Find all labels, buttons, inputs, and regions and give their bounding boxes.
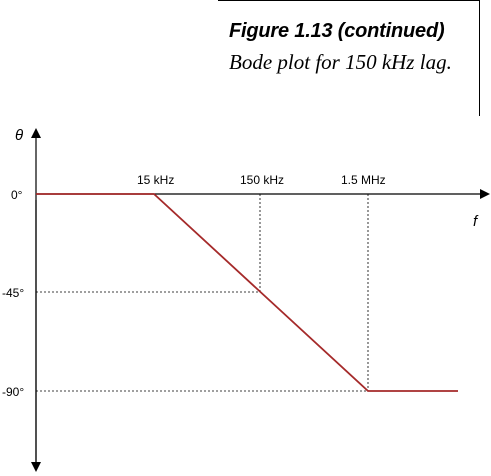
- x-tick-label: 150 kHz: [240, 173, 284, 187]
- figure-caption: Bode plot for 150 kHz lag.: [229, 50, 452, 74]
- x-tick-label: 15 kHz: [137, 173, 174, 187]
- x-axis-label: f: [473, 213, 479, 230]
- caption-frame: [218, 0, 480, 116]
- y-tick-label: -45°: [2, 286, 24, 300]
- y-axis-label: θ: [15, 127, 23, 144]
- y-tick-label: 0°: [11, 188, 23, 202]
- phase-curve: [36, 193, 458, 392]
- x-tick-label: 1.5 MHz: [341, 173, 386, 187]
- y-tick-label: -90°: [2, 385, 24, 399]
- figure-title: Figure 1.13 (continued): [229, 20, 445, 42]
